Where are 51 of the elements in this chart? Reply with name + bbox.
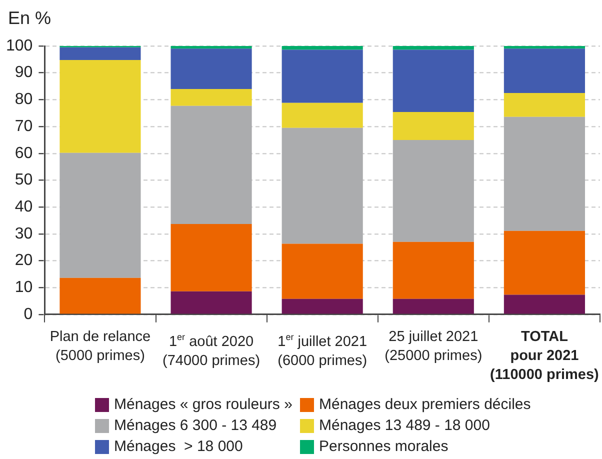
y-tick-label: 60 bbox=[14, 144, 33, 162]
x-tick-label: 1$^{er}$ juillet 2021 (6000 primes) bbox=[276, 331, 368, 371]
bar bbox=[504, 46, 586, 49]
bar bbox=[170, 48, 252, 89]
legend-label: Ménages 6 300 - 13 489 bbox=[114, 416, 277, 436]
x-tick-label: 1$^{er}$ août 2020 (74000 primes) bbox=[162, 331, 262, 371]
y-tick-label: 30 bbox=[14, 225, 33, 242]
y-tick-label: 40 bbox=[14, 198, 33, 216]
bar bbox=[60, 278, 141, 314]
bar bbox=[282, 244, 363, 299]
bar bbox=[170, 291, 252, 314]
bar bbox=[392, 46, 474, 50]
y-tick-label: 90 bbox=[14, 64, 33, 82]
y-tick-label: 100 bbox=[6, 37, 33, 54]
bar bbox=[504, 116, 586, 231]
y-tick-label: 80 bbox=[14, 91, 33, 108]
bar bbox=[504, 230, 586, 295]
legend-label: Ménages 13 489 - 18 000 bbox=[319, 416, 490, 436]
bar bbox=[392, 242, 474, 299]
legend-label: Personnes morales bbox=[319, 437, 448, 457]
y-tick-label: 10 bbox=[14, 278, 33, 296]
bar bbox=[392, 298, 474, 314]
legend-label: Ménages deux premiers déciles bbox=[319, 395, 531, 415]
bar bbox=[170, 106, 252, 224]
bar bbox=[504, 294, 586, 314]
bar bbox=[504, 48, 586, 93]
y-tick-label: 50 bbox=[14, 172, 33, 189]
bar bbox=[504, 92, 586, 117]
bar bbox=[282, 46, 363, 50]
bar bbox=[282, 102, 363, 128]
x-tick-label: Plan de relance (5000 primes) bbox=[48, 328, 152, 366]
y-axis-title: En % bbox=[8, 8, 52, 29]
bar bbox=[60, 152, 141, 278]
x-tick-label: 25 juillet 2021 (25000 primes) bbox=[384, 328, 484, 366]
bar bbox=[282, 298, 363, 314]
bar bbox=[282, 50, 363, 103]
legend-label: Ménages > 18 000 bbox=[114, 437, 243, 457]
bar bbox=[392, 112, 474, 140]
y-tick-label: 0 bbox=[24, 306, 33, 323]
bar bbox=[392, 140, 474, 242]
bar bbox=[392, 50, 474, 112]
bar bbox=[282, 128, 363, 244]
y-tick-label: 70 bbox=[14, 118, 33, 135]
bar bbox=[60, 47, 141, 60]
legend-label: Ménages « gros rouleurs » bbox=[114, 395, 292, 415]
x-tick-label: TOTAL pour 2021 (110000 primes) bbox=[489, 328, 600, 385]
bar bbox=[170, 88, 252, 106]
bar bbox=[170, 46, 252, 49]
bar bbox=[170, 224, 252, 292]
bar bbox=[60, 60, 141, 153]
y-tick-label: 20 bbox=[14, 252, 33, 270]
